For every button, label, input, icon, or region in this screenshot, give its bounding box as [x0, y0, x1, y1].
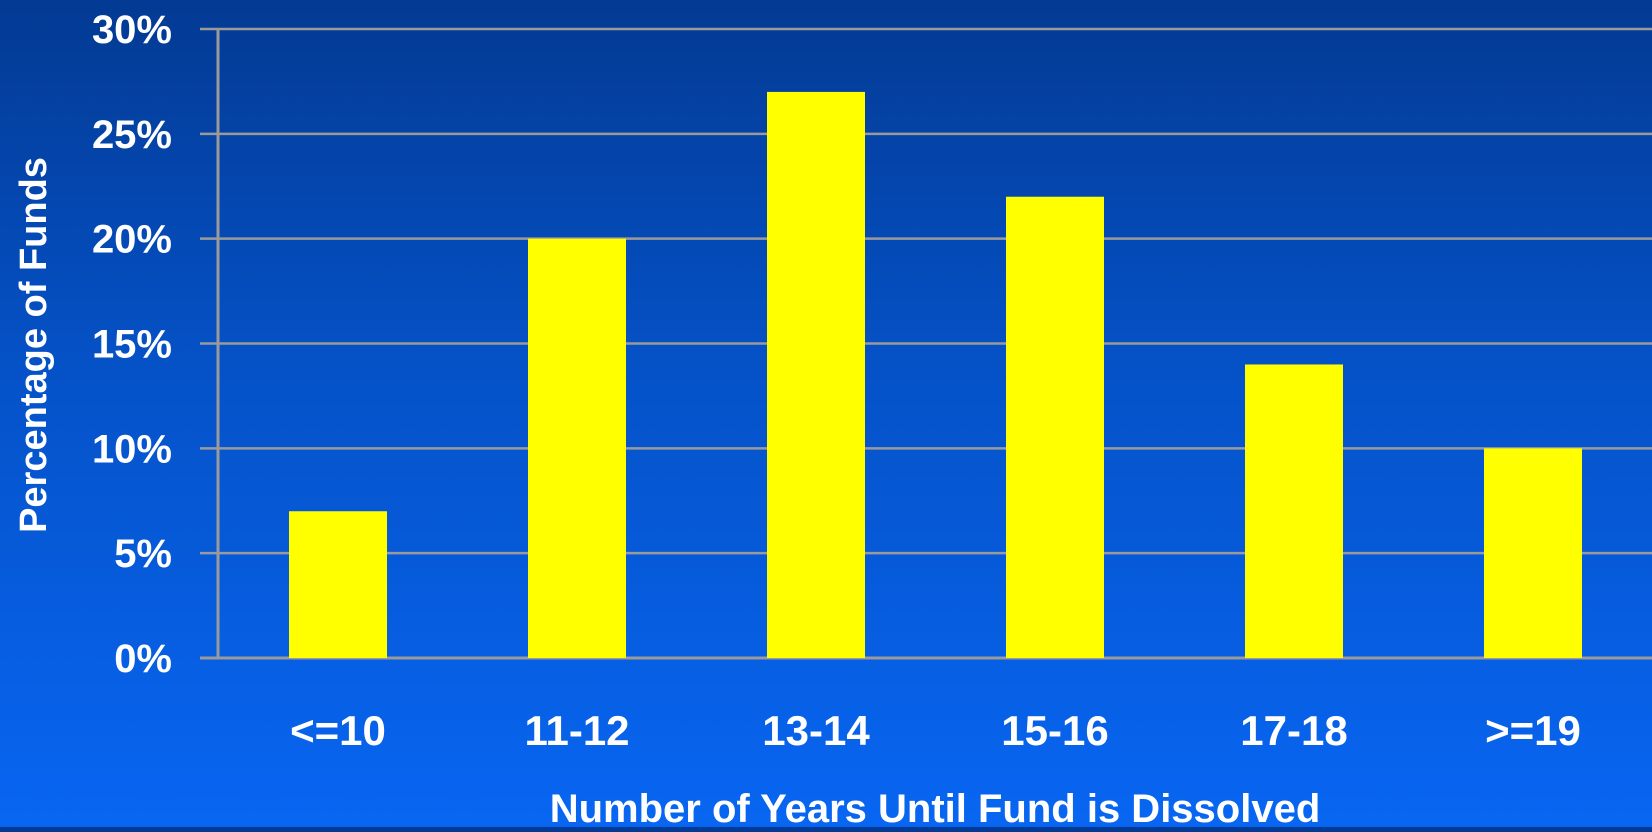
y-tick-label: 15% — [92, 323, 172, 367]
bar — [767, 91, 865, 658]
x-axis-title: Number of Years Until Fund is Dissolved — [550, 787, 1321, 827]
x-tick-label: 15-16 — [1001, 707, 1108, 754]
x-tick-label: >=19 — [1485, 707, 1581, 754]
bar — [1245, 364, 1343, 658]
y-tick-label: 5% — [114, 532, 172, 576]
bar — [1006, 196, 1104, 658]
bar — [289, 511, 387, 658]
x-tick-label: 13-14 — [762, 707, 870, 754]
y-axis-title: Percentage of Funds — [13, 157, 55, 533]
x-tick-label: 17-18 — [1240, 707, 1347, 754]
bar — [1484, 448, 1582, 658]
x-tick-labels: <=10 11-12 13-14 15-16 17-18 >=19 — [290, 707, 1581, 754]
y-tick-labels: 0% 5% 10% 15% 20% 25% 30% — [92, 8, 172, 681]
x-tick-label: <=10 — [290, 707, 386, 754]
bar — [528, 238, 626, 658]
y-tick-label: 0% — [114, 637, 172, 681]
y-tick-label: 30% — [92, 8, 172, 52]
y-tick-label: 25% — [92, 113, 172, 157]
x-tick-label: 11-12 — [524, 707, 629, 754]
gridlines — [200, 27, 1652, 660]
y-tick-label: 20% — [92, 218, 172, 262]
bars — [289, 91, 1582, 658]
y-tick-label: 10% — [92, 427, 172, 471]
